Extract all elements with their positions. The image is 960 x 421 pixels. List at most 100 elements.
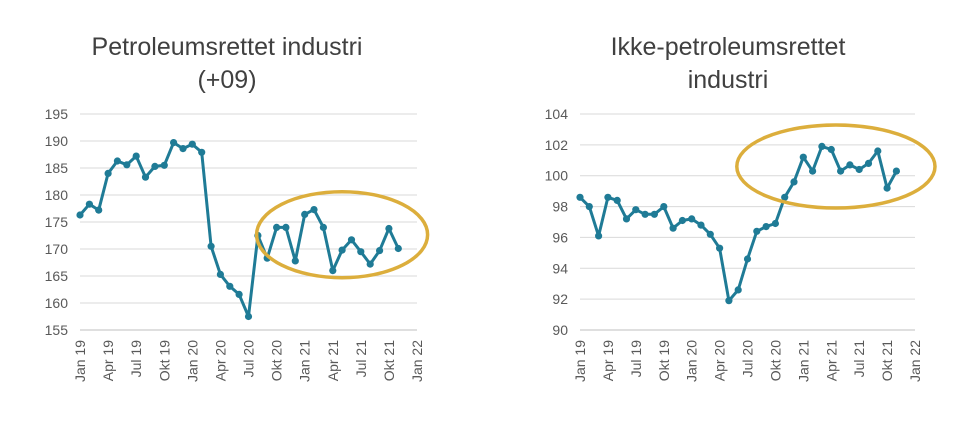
x-tick-label: Jul 20 bbox=[241, 340, 257, 378]
data-point bbox=[394, 244, 402, 253]
y-tick-label: 98 bbox=[552, 199, 568, 215]
chart-petroleumsrettet: Petroleumsrettet industri (+09) 195 190 18… bbox=[45, 33, 430, 382]
data-point bbox=[725, 297, 733, 305]
y-tick-label: 92 bbox=[552, 291, 568, 307]
data-point bbox=[790, 178, 798, 186]
x-tick-label: Jan 19 bbox=[72, 340, 88, 382]
data-point bbox=[650, 210, 659, 218]
data-point bbox=[595, 232, 603, 240]
data-point bbox=[132, 152, 140, 160]
x-tick-label: Jan 22 bbox=[409, 340, 425, 382]
x-tick-label: Okt 20 bbox=[269, 340, 285, 381]
data-point bbox=[837, 167, 845, 175]
data-point bbox=[385, 224, 393, 233]
x-tick-label: Jul 21 bbox=[851, 340, 867, 378]
data-point bbox=[179, 145, 187, 153]
x-tick-label: Okt 19 bbox=[656, 340, 672, 381]
x-tick-label: Jul 21 bbox=[353, 340, 369, 378]
data-point bbox=[874, 147, 882, 155]
data-point bbox=[273, 223, 281, 231]
data-point bbox=[216, 270, 224, 278]
x-tick-label: Apr 21 bbox=[823, 340, 839, 381]
y-tick-label: 180 bbox=[45, 187, 69, 203]
data-point bbox=[706, 230, 714, 238]
y-tick-label: 185 bbox=[45, 160, 69, 176]
data-point bbox=[716, 244, 724, 252]
data-point bbox=[160, 161, 168, 169]
data-point bbox=[76, 211, 84, 219]
y-tick-label: 102 bbox=[545, 137, 569, 153]
chart-ikke-petroleumsrettet: Ikke-petroleumsrettet industri 104 102 100… bbox=[545, 33, 937, 382]
data-point bbox=[123, 161, 131, 169]
y-tick-label: 160 bbox=[45, 295, 69, 311]
data-point bbox=[604, 193, 612, 201]
data-point bbox=[846, 161, 854, 169]
x-tick-label: Jul 19 bbox=[128, 340, 144, 378]
data-point bbox=[762, 223, 770, 231]
x-tick-label: Okt 20 bbox=[767, 340, 783, 381]
data-point bbox=[226, 282, 234, 290]
data-point bbox=[366, 260, 374, 268]
y-tick-label: 155 bbox=[45, 322, 69, 338]
data-point bbox=[743, 255, 752, 263]
y-tick-label: 165 bbox=[45, 268, 69, 284]
data-point bbox=[357, 248, 365, 256]
data-point bbox=[688, 215, 696, 223]
x-tick-label: Jan 20 bbox=[184, 340, 200, 382]
y-tick-label: 96 bbox=[552, 229, 568, 245]
chart-title-line-1: Ikke-petroleumsrettet bbox=[611, 33, 846, 61]
y-tick-label: 175 bbox=[45, 214, 69, 230]
x-tick-label: Okt 21 bbox=[381, 340, 397, 381]
data-point bbox=[235, 290, 243, 298]
data-point bbox=[104, 169, 112, 177]
x-tick-label: Okt 19 bbox=[156, 340, 172, 381]
data-point bbox=[883, 184, 891, 192]
data-point bbox=[319, 223, 327, 231]
x-tick-label: Apr 20 bbox=[212, 340, 228, 381]
x-tick-label: Jul 19 bbox=[628, 340, 644, 378]
data-point bbox=[95, 206, 103, 214]
x-tick-label: Jan 21 bbox=[297, 340, 313, 382]
data-point bbox=[113, 157, 121, 165]
data-point bbox=[282, 223, 290, 231]
highlight-ellipse bbox=[254, 189, 430, 280]
data-point bbox=[641, 210, 649, 218]
x-tick-label: Jul 20 bbox=[740, 340, 756, 378]
data-point bbox=[301, 210, 309, 218]
data-point bbox=[818, 142, 826, 150]
data-point bbox=[892, 167, 901, 175]
x-tick-label: Okt 21 bbox=[879, 340, 895, 381]
x-tick-label: Jan 22 bbox=[907, 340, 923, 382]
chart-title-line-1: Petroleumsrettet industri bbox=[92, 33, 363, 61]
data-point bbox=[734, 286, 742, 294]
data-point bbox=[170, 139, 178, 147]
data-point bbox=[376, 247, 384, 255]
data-point bbox=[781, 193, 789, 201]
y-tick-label: 190 bbox=[45, 133, 69, 149]
data-point bbox=[669, 224, 677, 232]
highlight-ellipse bbox=[735, 123, 937, 210]
series-line bbox=[78, 141, 400, 318]
x-tick-label: Jan 21 bbox=[795, 340, 811, 382]
data-point bbox=[141, 173, 150, 181]
data-point bbox=[188, 140, 196, 148]
data-point bbox=[622, 215, 631, 223]
data-point bbox=[329, 267, 337, 275]
y-tick-label: 104 bbox=[545, 106, 569, 122]
data-point bbox=[660, 203, 668, 211]
x-tick-label: Apr 19 bbox=[100, 340, 116, 381]
data-point bbox=[576, 193, 584, 201]
x-tick-label: Apr 19 bbox=[600, 340, 616, 381]
data-point bbox=[613, 196, 621, 204]
y-tick-label: 90 bbox=[552, 322, 568, 338]
data-point bbox=[864, 159, 873, 167]
data-point bbox=[310, 206, 318, 214]
data-point bbox=[697, 221, 705, 229]
data-point bbox=[632, 206, 640, 214]
data-point bbox=[207, 242, 215, 250]
data-point bbox=[198, 148, 206, 156]
data-point bbox=[85, 200, 93, 208]
data-point bbox=[291, 257, 299, 265]
